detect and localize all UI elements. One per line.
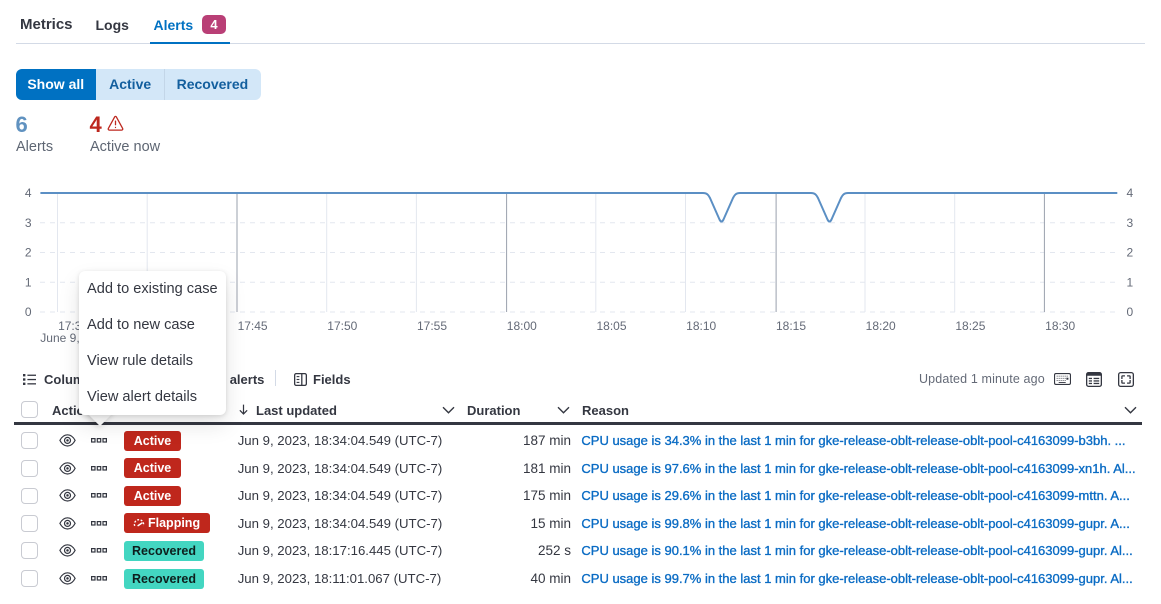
- svg-text:18:20: 18:20: [866, 319, 896, 333]
- svg-text:1: 1: [25, 275, 32, 289]
- svg-text:3: 3: [1127, 216, 1134, 230]
- svg-text:2: 2: [25, 246, 32, 260]
- svg-text:18:05: 18:05: [596, 319, 626, 333]
- svg-text:0: 0: [1127, 305, 1134, 319]
- svg-text:4: 4: [25, 186, 32, 200]
- svg-text:1: 1: [1127, 275, 1134, 289]
- svg-text:18:00: 18:00: [507, 319, 537, 333]
- svg-text:18:15: 18:15: [776, 319, 806, 333]
- svg-text:0: 0: [25, 305, 32, 319]
- svg-text:4: 4: [1127, 186, 1134, 200]
- svg-text:18:25: 18:25: [955, 319, 985, 333]
- svg-text:3: 3: [25, 216, 32, 230]
- svg-text:18:30: 18:30: [1045, 319, 1075, 333]
- svg-text:17:50: 17:50: [327, 319, 357, 333]
- svg-text:17:55: 17:55: [417, 319, 447, 333]
- svg-text:18:10: 18:10: [686, 319, 716, 333]
- svg-text:17:45: 17:45: [238, 319, 268, 333]
- svg-text:2: 2: [1127, 246, 1134, 260]
